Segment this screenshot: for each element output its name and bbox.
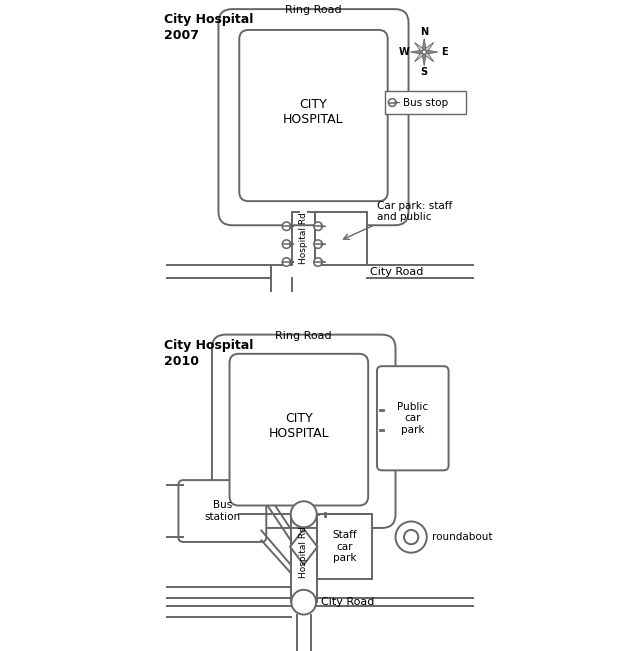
Circle shape xyxy=(314,240,323,248)
Circle shape xyxy=(314,258,323,266)
Circle shape xyxy=(396,521,427,553)
Polygon shape xyxy=(415,42,424,52)
Bar xyxy=(385,91,467,114)
FancyBboxPatch shape xyxy=(179,480,266,542)
Text: S: S xyxy=(420,67,428,77)
Polygon shape xyxy=(415,52,424,62)
Polygon shape xyxy=(290,529,317,564)
Text: Ring Road: Ring Road xyxy=(275,331,332,341)
Circle shape xyxy=(404,530,419,544)
Text: Bus stop: Bus stop xyxy=(403,98,448,107)
FancyBboxPatch shape xyxy=(377,366,449,470)
Text: City Road: City Road xyxy=(321,597,374,607)
FancyBboxPatch shape xyxy=(230,354,368,505)
Text: CITY
HOSPITAL: CITY HOSPITAL xyxy=(269,412,329,441)
Bar xyxy=(317,514,372,579)
Text: Hospital Rd: Hospital Rd xyxy=(300,526,308,577)
FancyBboxPatch shape xyxy=(218,9,408,225)
Text: Ring Road: Ring Road xyxy=(285,5,342,16)
Text: Car park: staff
and public: Car park: staff and public xyxy=(377,201,452,223)
Text: Hospital Rd: Hospital Rd xyxy=(300,212,308,264)
Circle shape xyxy=(314,222,323,230)
Polygon shape xyxy=(422,38,426,52)
Circle shape xyxy=(291,501,317,527)
Polygon shape xyxy=(424,50,438,54)
Text: Public
car
park: Public car park xyxy=(397,402,428,435)
Text: Staff
car
park: Staff car park xyxy=(332,531,356,563)
Text: W: W xyxy=(399,47,410,57)
Polygon shape xyxy=(424,42,434,52)
Circle shape xyxy=(282,258,291,266)
Text: N: N xyxy=(420,27,428,37)
Circle shape xyxy=(282,240,291,248)
Circle shape xyxy=(282,222,291,230)
Text: City Hospital
2007: City Hospital 2007 xyxy=(164,13,253,42)
FancyBboxPatch shape xyxy=(239,30,388,201)
Circle shape xyxy=(388,99,396,106)
Bar xyxy=(315,212,367,266)
Circle shape xyxy=(422,50,426,54)
FancyBboxPatch shape xyxy=(212,335,396,528)
Text: CITY
HOSPITAL: CITY HOSPITAL xyxy=(283,98,344,126)
Text: roundabout: roundabout xyxy=(431,532,492,542)
Polygon shape xyxy=(422,52,426,66)
Polygon shape xyxy=(410,50,424,54)
Text: City Road: City Road xyxy=(371,267,424,277)
Text: Bus
station: Bus station xyxy=(204,500,241,522)
Polygon shape xyxy=(424,52,434,62)
Circle shape xyxy=(291,590,316,615)
Text: City Hospital
2010: City Hospital 2010 xyxy=(164,339,253,368)
Text: E: E xyxy=(441,47,447,57)
